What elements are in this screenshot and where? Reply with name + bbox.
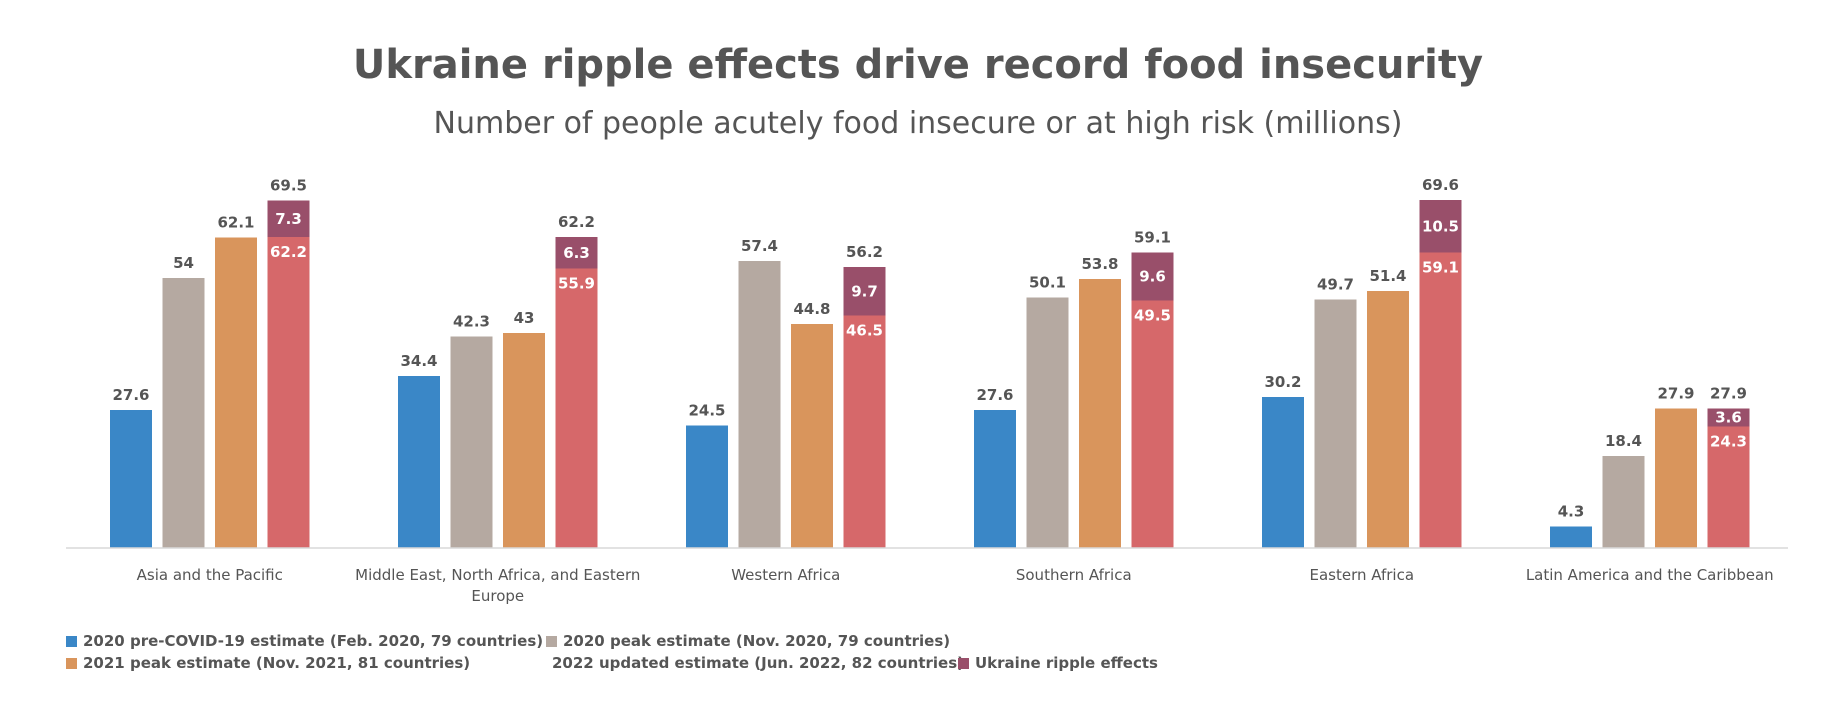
chart-title: Ukraine ripple effects drive record food… <box>352 42 1484 88</box>
value-label-latin-america-and-the-caribbean-2022-updated: 24.3 <box>1710 433 1747 451</box>
bar-eastern-africa-s1 <box>1314 299 1357 548</box>
value-label-eastern-africa-s2: 51.4 <box>1369 267 1406 285</box>
legend-row-2: 2021 peak estimate (Nov. 2021, 81 countr… <box>66 652 1766 674</box>
legend-item-2020-peak: 2020 peak estimate (Nov. 2020, 79 countr… <box>546 632 950 650</box>
legend-label-pre-covid: 2020 pre-COVID-19 estimate (Feb. 2020, 7… <box>83 632 544 650</box>
bar-southern-africa-2022-updated <box>1131 300 1174 548</box>
value-label-western-africa-2022-updated: 46.5 <box>846 322 883 340</box>
bar-southern-africa-s1 <box>1026 297 1069 548</box>
bar-middle-east-north-africa-and-eastern-europe-2022-updated <box>555 268 598 548</box>
value-label-western-africa-s2: 44.8 <box>793 300 830 318</box>
bar-eastern-africa-s0 <box>1262 397 1304 548</box>
value-label-asia-and-the-pacific-total: 69.5 <box>270 177 307 195</box>
bar-middle-east-north-africa-and-eastern-europe-s0 <box>398 376 440 548</box>
value-label-southern-africa-s2: 53.8 <box>1081 255 1118 273</box>
value-label-middle-east-north-africa-and-eastern-europe-s1: 42.3 <box>453 313 490 331</box>
bar-asia-and-the-pacific-s0 <box>110 410 152 548</box>
bar-western-africa-s1 <box>738 261 781 548</box>
bar-latin-america-and-the-caribbean-s0 <box>1550 526 1592 548</box>
value-label-southern-africa-s1: 50.1 <box>1029 274 1066 292</box>
value-label-southern-africa-s0: 27.6 <box>976 386 1013 404</box>
value-label-eastern-africa-ukraine-ripple: 10.5 <box>1422 217 1459 235</box>
bar-western-africa-s0 <box>686 425 728 548</box>
value-label-eastern-africa-s0: 30.2 <box>1264 373 1301 391</box>
legend-swatch-pre-covid <box>66 635 77 647</box>
legend-item-pre-covid: 2020 pre-COVID-19 estimate (Feb. 2020, 7… <box>66 632 546 650</box>
bar-middle-east-north-africa-and-eastern-europe-s2 <box>503 333 545 548</box>
bar-asia-and-the-pacific-s1 <box>162 278 205 548</box>
value-label-asia-and-the-pacific-s2: 62.1 <box>217 214 254 232</box>
bar-western-africa-s2 <box>791 324 833 548</box>
bar-southern-africa-ukraine-ripple <box>1131 252 1174 301</box>
bar-eastern-africa-2022-updated <box>1419 252 1462 548</box>
legend-label-2022-updated: 2022 updated estimate (Jun. 2022, 82 cou… <box>552 654 964 672</box>
value-label-middle-east-north-africa-and-eastern-europe-s2: 43 <box>514 309 535 327</box>
value-label-asia-and-the-pacific-s1: 54 <box>173 254 194 272</box>
value-label-eastern-africa-2022-updated: 59.1 <box>1422 259 1459 277</box>
value-label-southern-africa-ukraine-ripple: 9.6 <box>1139 268 1166 286</box>
legend-label-ukraine-ripple: Ukraine ripple effects <box>975 654 1158 672</box>
value-label-middle-east-north-africa-and-eastern-europe-ukraine-ripple: 6.3 <box>563 244 590 262</box>
chart-subtitle: Number of people acutely food insecure o… <box>433 106 1403 141</box>
legend-swatch-2021-peak <box>66 657 77 669</box>
value-label-asia-and-the-pacific-s0: 27.6 <box>112 386 149 404</box>
bar-eastern-africa-ukraine-ripple <box>1419 200 1462 253</box>
category-label-middle-east-north-africa-and-eastern-europe-line2: Europe <box>471 587 524 605</box>
bar-latin-america-and-the-caribbean-s1 <box>1602 456 1645 548</box>
value-label-asia-and-the-pacific-ukraine-ripple: 7.3 <box>275 210 302 228</box>
legend-row-1: 2020 pre-COVID-19 estimate (Feb. 2020, 7… <box>66 630 1766 652</box>
value-label-southern-africa-2022-updated: 49.5 <box>1134 307 1171 325</box>
value-label-western-africa-s1: 57.4 <box>741 237 778 255</box>
category-label-eastern-africa: Eastern Africa <box>1309 566 1414 584</box>
legend-label-2021-peak: 2021 peak estimate (Nov. 2021, 81 countr… <box>83 654 471 672</box>
legend-swatch-ukraine-ripple <box>958 657 969 669</box>
value-label-western-africa-ukraine-ripple: 9.7 <box>851 282 878 300</box>
value-label-eastern-africa-total: 69.6 <box>1422 176 1459 194</box>
legend-label-2020-peak: 2020 peak estimate (Nov. 2020, 79 countr… <box>563 632 951 650</box>
bar-middle-east-north-africa-and-eastern-europe-ukraine-ripple <box>555 237 598 269</box>
value-label-latin-america-and-the-caribbean-s2: 27.9 <box>1657 385 1694 403</box>
value-label-western-africa-s0: 24.5 <box>688 402 725 420</box>
value-label-middle-east-north-africa-and-eastern-europe-total: 62.2 <box>558 213 595 231</box>
value-label-western-africa-total: 56.2 <box>846 243 883 261</box>
bar-middle-east-north-africa-and-eastern-europe-s1 <box>450 336 493 548</box>
value-label-latin-america-and-the-caribbean-s1: 18.4 <box>1605 432 1642 450</box>
bar-southern-africa-s0 <box>974 410 1016 548</box>
legend: 2020 pre-COVID-19 estimate (Feb. 2020, 7… <box>66 630 1766 674</box>
bar-western-africa-ukraine-ripple <box>843 267 886 316</box>
value-label-latin-america-and-the-caribbean-total: 27.9 <box>1710 385 1747 403</box>
bar-eastern-africa-s2 <box>1367 291 1409 548</box>
legend-item-2022-updated: 2022 updated estimate (Jun. 2022, 82 cou… <box>546 654 964 672</box>
value-label-middle-east-north-africa-and-eastern-europe-2022-updated: 55.9 <box>558 275 595 293</box>
bar-western-africa-2022-updated <box>843 315 886 548</box>
value-label-asia-and-the-pacific-2022-updated: 62.2 <box>270 243 307 261</box>
category-label-southern-africa: Southern Africa <box>1016 566 1132 584</box>
value-label-southern-africa-total: 59.1 <box>1134 229 1171 247</box>
legend-swatch-2020-peak <box>546 635 557 647</box>
bar-asia-and-the-pacific-ukraine-ripple <box>267 200 310 237</box>
bar-asia-and-the-pacific-s2 <box>215 237 257 548</box>
value-label-middle-east-north-africa-and-eastern-europe-s0: 34.4 <box>400 352 437 370</box>
category-label-latin-america-and-the-caribbean: Latin America and the Caribbean <box>1526 566 1774 584</box>
bar-latin-america-and-the-caribbean-s2 <box>1655 408 1697 548</box>
category-label-middle-east-north-africa-and-eastern-europe: Middle East, North Africa, and Eastern <box>355 566 640 584</box>
bar-asia-and-the-pacific-2022-updated <box>267 237 310 548</box>
labels-layer: 27.6 54 62.1 62.2 7.3 69.5 Asia and the Pacifi… <box>112 176 1773 605</box>
value-label-latin-america-and-the-caribbean-s0: 4.3 <box>1558 503 1585 521</box>
bars-layer <box>110 200 1750 548</box>
value-label-eastern-africa-s1: 49.7 <box>1317 276 1354 294</box>
category-label-western-africa: Western Africa <box>731 566 840 584</box>
value-label-latin-america-and-the-caribbean-ukraine-ripple: 3.6 <box>1715 409 1742 427</box>
legend-item-2021-peak: 2021 peak estimate (Nov. 2021, 81 countr… <box>66 654 546 672</box>
bar-latin-america-and-the-caribbean-2022-updated <box>1707 426 1750 548</box>
bar-latin-america-and-the-caribbean-ukraine-ripple <box>1707 408 1750 427</box>
legend-item-ukraine-ripple: Ukraine ripple effects <box>958 654 1158 672</box>
bar-southern-africa-s2 <box>1079 279 1121 548</box>
category-label-asia-and-the-pacific: Asia and the Pacific <box>137 566 283 584</box>
